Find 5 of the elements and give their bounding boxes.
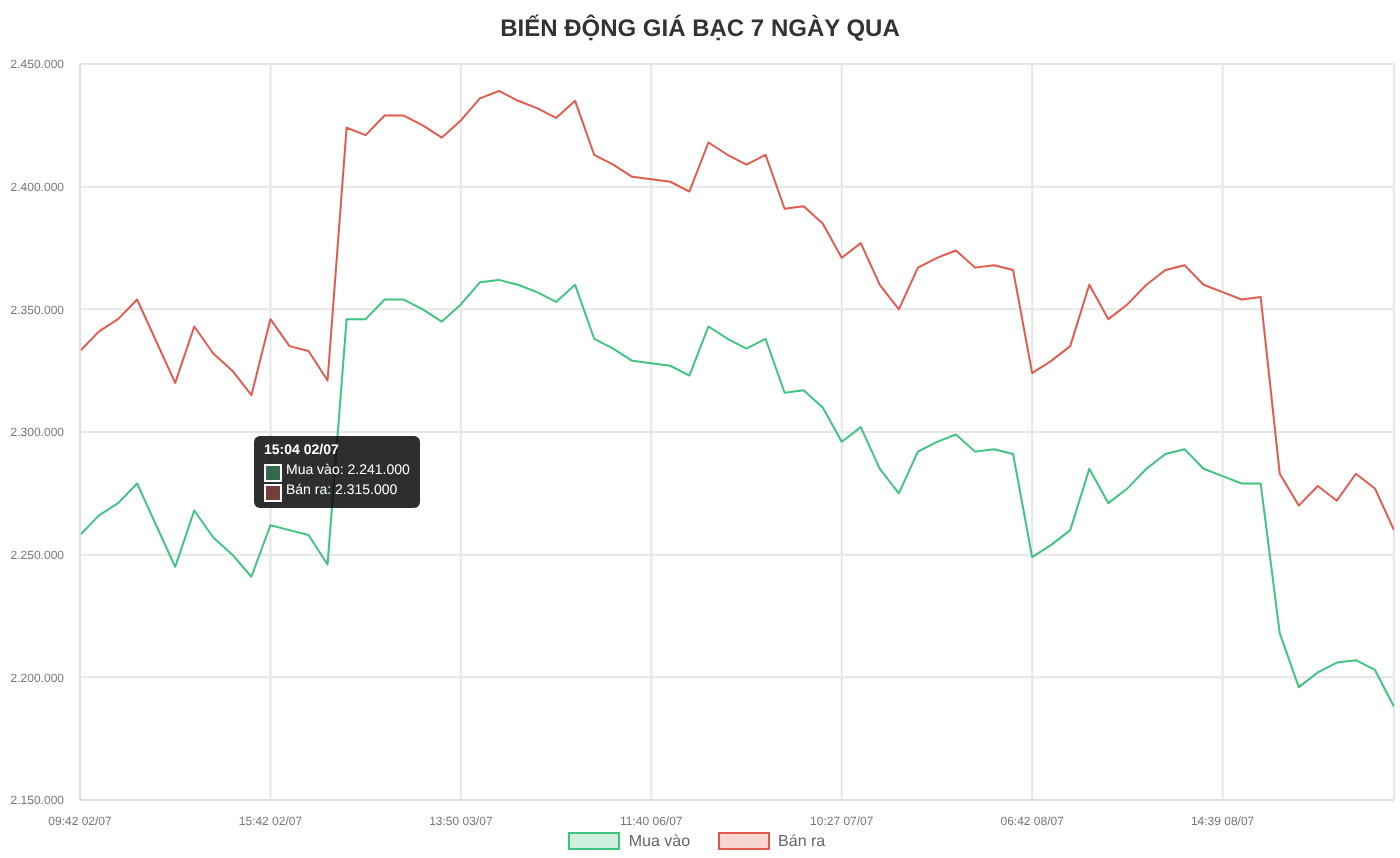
- chart-title: BIẾN ĐỘNG GIÁ BẠC 7 NGÀY QUA: [498, 14, 902, 42]
- line-series: [80, 89, 1394, 532]
- line-series: [80, 278, 1394, 708]
- legend-label: Bán ra: [776, 832, 826, 850]
- legend-label: Mua vào: [626, 832, 691, 850]
